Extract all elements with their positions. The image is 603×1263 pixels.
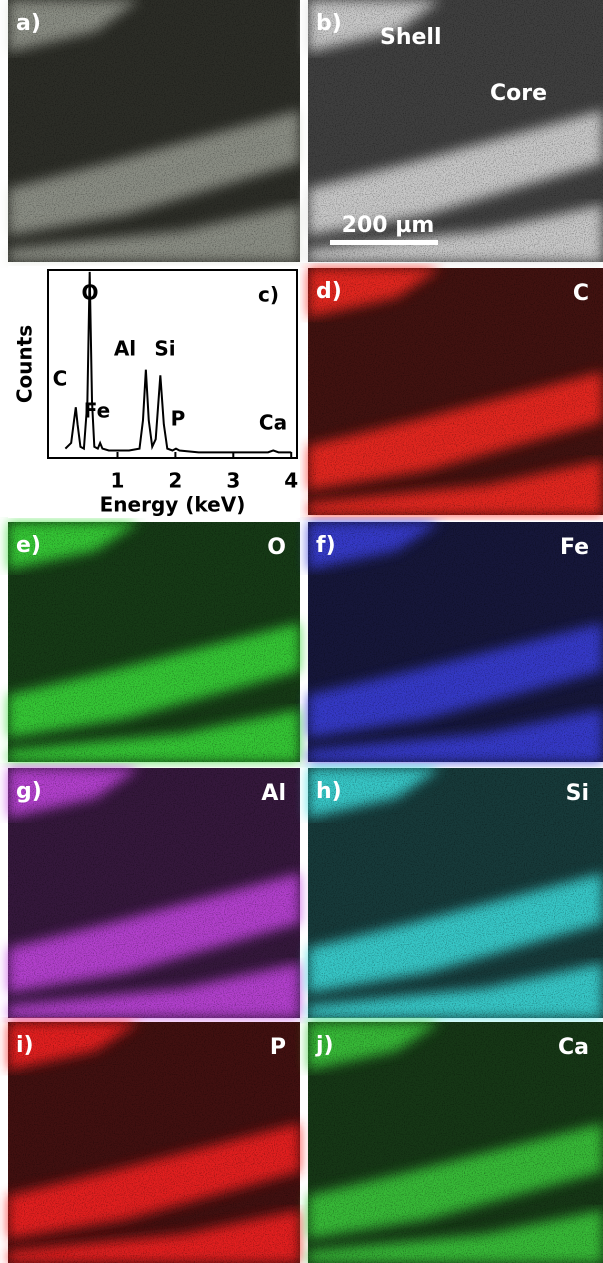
- texture: [8, 0, 300, 262]
- texture: [308, 268, 603, 515]
- texture: [308, 1022, 603, 1263]
- peak-label: O: [81, 281, 98, 305]
- panel-label: c): [258, 283, 279, 307]
- panel-label: d): [316, 279, 342, 304]
- micrograph-panel: j) Ca: [308, 1022, 603, 1263]
- texture: [8, 768, 300, 1018]
- micrograph-panel: h) Si: [308, 768, 603, 1018]
- scale-bar-label: 200 µm: [342, 213, 435, 238]
- panel-label: i): [16, 1033, 34, 1058]
- element-label: O: [267, 535, 286, 560]
- peak-label: Ca: [259, 411, 287, 435]
- element-label: Al: [261, 781, 286, 806]
- micrograph-panel: f) Fe: [308, 522, 603, 762]
- chart-background: [8, 266, 300, 518]
- texture: [308, 0, 603, 262]
- panel-label: j): [315, 1033, 334, 1058]
- texture: [308, 522, 603, 762]
- x-tick-label: 2: [168, 469, 182, 493]
- region-label: Shell: [380, 25, 442, 50]
- element-label: Si: [566, 781, 589, 806]
- spectrum-line: [64, 271, 292, 454]
- peak-label: Al: [114, 337, 136, 361]
- panel-label: g): [16, 779, 42, 804]
- peak-label: C: [53, 367, 68, 391]
- micrograph-panel: b) Shell Core 200 µm: [308, 0, 603, 262]
- x-tick-label: 3: [226, 469, 240, 493]
- micrograph-panel: g) Al: [8, 768, 300, 1018]
- texture: [8, 1022, 300, 1263]
- x-tick-label: 1: [111, 469, 125, 493]
- micrograph-panel: e) O: [8, 522, 300, 762]
- texture: [308, 768, 603, 1018]
- x-tick-label: 4: [284, 469, 298, 493]
- peak-label: Fe: [84, 399, 110, 423]
- peak-label: Si: [154, 337, 175, 361]
- element-label: P: [270, 1035, 286, 1060]
- micrograph-panel: d) C: [308, 268, 603, 515]
- panel-label: e): [16, 533, 41, 558]
- plot-frame: [47, 269, 298, 459]
- micrograph-panel: i) P: [8, 1022, 300, 1263]
- panel-label: f): [316, 533, 336, 558]
- panel-label: h): [316, 779, 342, 804]
- peak-label: P: [171, 407, 186, 431]
- scale-bar: [330, 240, 438, 245]
- y-axis-label: Counts: [13, 325, 37, 403]
- texture: [8, 522, 300, 762]
- region-label: Core: [490, 81, 547, 106]
- element-label: Fe: [560, 535, 589, 560]
- micrograph-panel: a): [8, 0, 300, 262]
- element-label: Ca: [558, 1035, 589, 1060]
- x-axis-label: Energy (keV): [100, 493, 246, 517]
- panel-label: a): [16, 11, 41, 36]
- element-label: C: [573, 281, 589, 306]
- panel-label: b): [316, 11, 342, 36]
